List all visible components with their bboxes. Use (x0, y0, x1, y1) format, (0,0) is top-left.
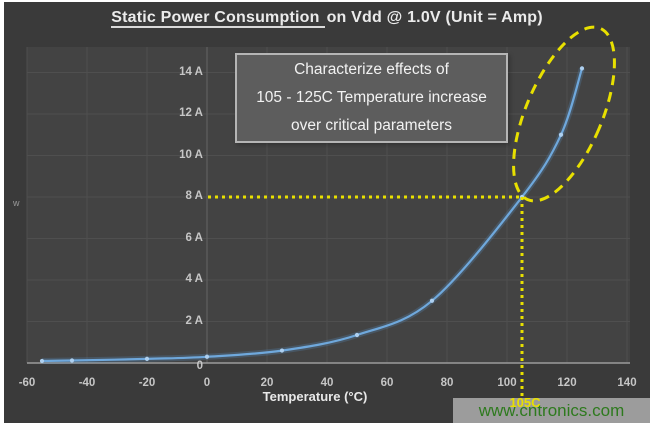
data-point-marker (579, 66, 585, 71)
watermark: www.cntronics.com (453, 398, 650, 423)
data-point-marker (69, 358, 75, 363)
annotation-box: Characterize effects of 105 - 125C Tempe… (235, 53, 508, 143)
y-axis-unit-glyph: w (13, 198, 20, 208)
data-point-marker (558, 132, 564, 137)
data-point-marker (204, 354, 210, 359)
highlight-ellipse (512, 25, 616, 203)
x-axis-title: Temperature (°C) (262, 389, 368, 404)
series-curve (40, 67, 584, 362)
chart-title: Static Power Consumption on Vdd @ 1.0V (U… (0, 9, 654, 28)
chart-title-rest: on Vdd @ 1.0V (Unit = Amp) (326, 9, 543, 26)
data-point-marker (429, 298, 435, 303)
callout-temperature-label: 105C (509, 395, 541, 410)
data-point-marker (144, 356, 150, 361)
data-point-marker (354, 332, 360, 338)
data-point-marker (279, 348, 285, 353)
data-point-marker (39, 358, 45, 364)
annotation-line: 105 - 125C Temperature increase (256, 89, 487, 106)
chart-title-underlined: Static Power Consumption (111, 9, 325, 28)
annotation-line: Characterize effects of (294, 61, 449, 78)
annotation-line: over critical parameters (290, 117, 453, 134)
